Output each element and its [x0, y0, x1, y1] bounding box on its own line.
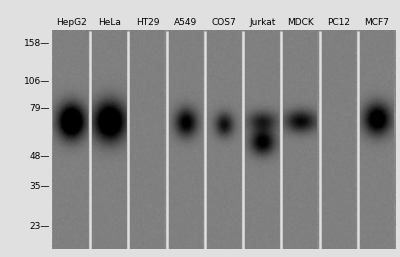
Text: 79—: 79— [30, 104, 50, 114]
Text: COS7: COS7 [212, 18, 236, 27]
Text: 35—: 35— [30, 182, 50, 191]
Text: HeLa: HeLa [98, 18, 121, 27]
Text: A549: A549 [174, 18, 198, 27]
Text: 48—: 48— [30, 152, 50, 161]
Text: 106—: 106— [24, 77, 50, 86]
Text: MDCK: MDCK [287, 18, 314, 27]
Text: HT29: HT29 [136, 18, 159, 27]
Text: PC12: PC12 [327, 18, 350, 27]
Text: 23—: 23— [30, 222, 50, 231]
Text: 158—: 158— [24, 39, 50, 48]
Text: Jurkat: Jurkat [249, 18, 276, 27]
Text: HepG2: HepG2 [56, 18, 86, 27]
Text: MCF7: MCF7 [364, 18, 389, 27]
